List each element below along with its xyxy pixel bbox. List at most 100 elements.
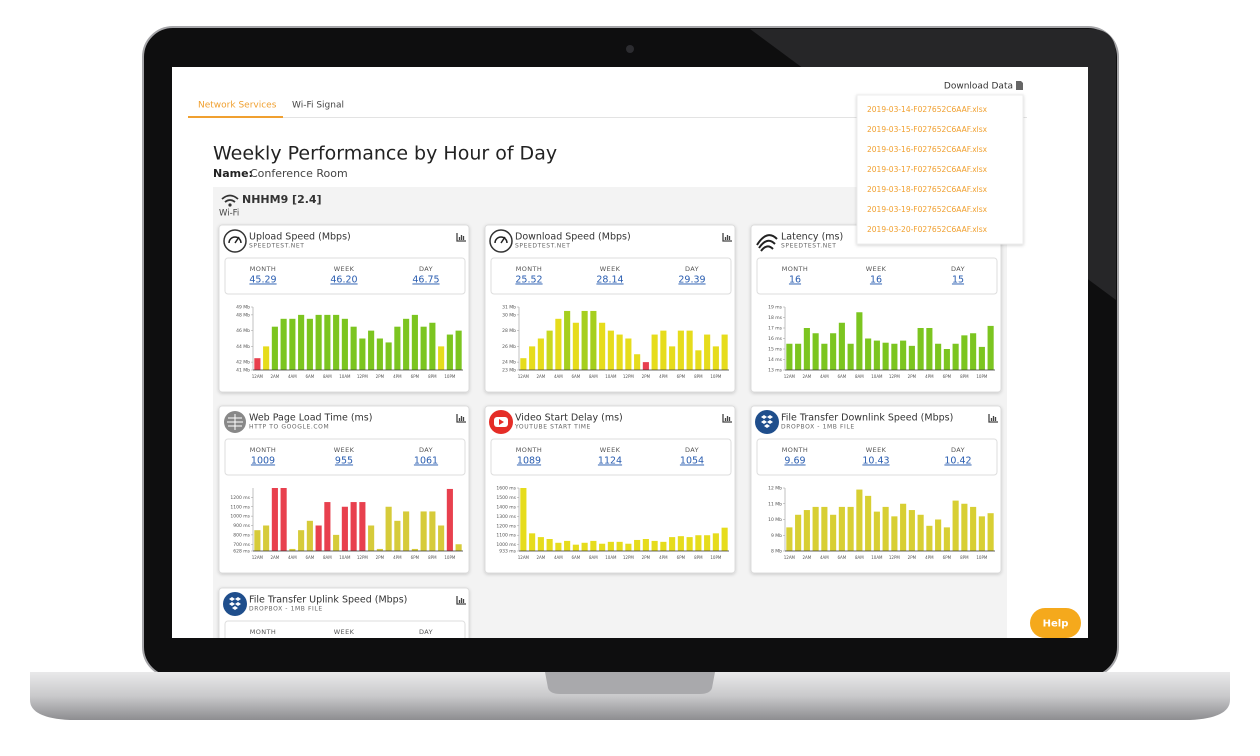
y-tick-label: 18 ms — [768, 315, 783, 321]
bar — [289, 318, 296, 370]
x-tick-label: 6PM — [411, 374, 420, 379]
y-tick-label: 700 ms — [233, 542, 250, 548]
x-tick-label: 2AM — [803, 555, 812, 560]
x-tick-label: 2AM — [271, 374, 280, 379]
bar — [704, 535, 711, 551]
stat-value[interactable]: 28.14 — [596, 275, 623, 286]
stat-value[interactable]: 46.20 — [330, 275, 357, 286]
bar — [686, 330, 693, 370]
y-tick-label: 1100 ms — [230, 504, 250, 510]
download-file[interactable]: 2019-03-17-F027652C6AAF.xlsx — [867, 165, 988, 174]
stat-label: WEEK — [600, 265, 621, 273]
bar — [420, 511, 427, 551]
bar — [952, 500, 959, 551]
y-tick-label: 14 ms — [768, 357, 783, 363]
chart-toggle[interactable] — [722, 414, 732, 423]
stat-value[interactable]: 9.69 — [784, 456, 805, 467]
bar — [978, 516, 985, 551]
bar — [935, 519, 942, 551]
x-tick-label: 10AM — [605, 374, 617, 379]
download-file[interactable]: 2019-03-14-F027652C6AAF.xlsx — [867, 105, 988, 114]
download-file[interactable]: 2019-03-20-F027652C6AAF.xlsx — [867, 225, 988, 234]
bar — [376, 548, 383, 551]
y-tick-label: 1600 ms — [496, 486, 516, 492]
bar — [280, 318, 287, 370]
stat-value[interactable]: 46.75 — [412, 275, 439, 286]
chart-toggle[interactable] — [456, 596, 466, 605]
help-button[interactable] — [1030, 608, 1081, 638]
bar — [908, 345, 915, 370]
card-title: Video Start Delay (ms) — [515, 413, 623, 424]
bar — [394, 520, 401, 551]
stat-label: WEEK — [866, 446, 887, 454]
y-tick-label: 31 Mb — [502, 305, 516, 311]
stat-value[interactable]: 1089 — [517, 456, 541, 467]
chart-toggle[interactable] — [456, 233, 466, 242]
x-tick-label: 12AM — [784, 374, 796, 379]
card-title: Latency (ms) — [781, 232, 843, 243]
stat-value[interactable]: 10.42 — [944, 456, 971, 467]
bar — [926, 328, 933, 370]
y-tick-label: 15 ms — [768, 347, 783, 353]
bar — [795, 514, 802, 551]
stat-value[interactable]: 10.43 — [862, 456, 889, 467]
stat-value[interactable]: 45.29 — [249, 275, 276, 286]
bar — [403, 318, 410, 370]
stat-value[interactable]: 1124 — [598, 456, 622, 467]
stat-value[interactable]: 29.39 — [678, 275, 705, 286]
download-button[interactable]: Download Data — [944, 82, 1013, 92]
card-subtitle: HTTP TO GOOGLE.COM — [249, 424, 329, 431]
stat-value[interactable]: 1009 — [251, 456, 275, 467]
stat-label: DAY — [685, 446, 699, 454]
help-label[interactable]: Help — [1043, 619, 1069, 630]
bar — [660, 330, 667, 370]
bar — [359, 338, 366, 370]
chart-toggle[interactable] — [456, 414, 466, 423]
x-tick-label: 2PM — [642, 555, 651, 560]
bar — [908, 510, 915, 551]
bar — [830, 333, 837, 370]
bar — [873, 511, 880, 551]
metric-card: Upload Speed (Mbps)SPEEDTEST.NET MONTH WEE… — [218, 224, 470, 393]
x-tick-label: 12PM — [889, 555, 901, 560]
bar — [537, 338, 544, 370]
stat-value[interactable]: 25.52 — [515, 275, 542, 286]
stat-value[interactable]: 1061 — [414, 456, 438, 467]
download-file[interactable]: 2019-03-19-F027652C6AAF.xlsx — [867, 205, 988, 214]
download-file[interactable]: 2019-03-18-F027652C6AAF.xlsx — [867, 185, 988, 194]
bar — [856, 489, 863, 551]
chart-toggle[interactable] — [722, 233, 732, 242]
download-menu — [856, 94, 1024, 245]
bar — [572, 322, 579, 370]
bar — [695, 350, 702, 370]
x-tick-label: 6AM — [572, 555, 581, 560]
bar — [634, 354, 641, 370]
stat-value[interactable]: 955 — [335, 456, 353, 467]
bar — [847, 506, 854, 551]
bar — [341, 506, 348, 551]
bar — [572, 544, 579, 551]
stat-value[interactable]: 16 — [870, 275, 882, 286]
bar — [677, 536, 684, 551]
bar — [289, 548, 296, 551]
download-file[interactable]: 2019-03-16-F027652C6AAF.xlsx — [867, 145, 988, 154]
stat-value[interactable]: 15 — [952, 275, 964, 286]
chart-toggle[interactable] — [988, 414, 998, 423]
download-icon[interactable] — [1016, 81, 1023, 90]
y-tick-label: 42 Mb — [236, 360, 250, 366]
bar — [581, 310, 588, 370]
bar — [786, 527, 793, 551]
card-title: Download Speed (Mbps) — [515, 232, 631, 243]
x-tick-label: 8PM — [428, 374, 437, 379]
bar — [607, 541, 614, 551]
tab-active[interactable]: Network Services — [198, 101, 277, 111]
dropbox-box — [761, 415, 773, 428]
download-file[interactable]: 2019-03-15-F027652C6AAF.xlsx — [867, 125, 988, 134]
x-tick-label: 2PM — [376, 374, 385, 379]
stat-value[interactable]: 16 — [789, 275, 801, 286]
stat-value[interactable]: 1054 — [680, 456, 704, 467]
tab[interactable]: Wi-Fi Signal — [292, 101, 344, 111]
bar — [438, 525, 445, 551]
y-tick-label: 23 Mb — [502, 368, 516, 374]
